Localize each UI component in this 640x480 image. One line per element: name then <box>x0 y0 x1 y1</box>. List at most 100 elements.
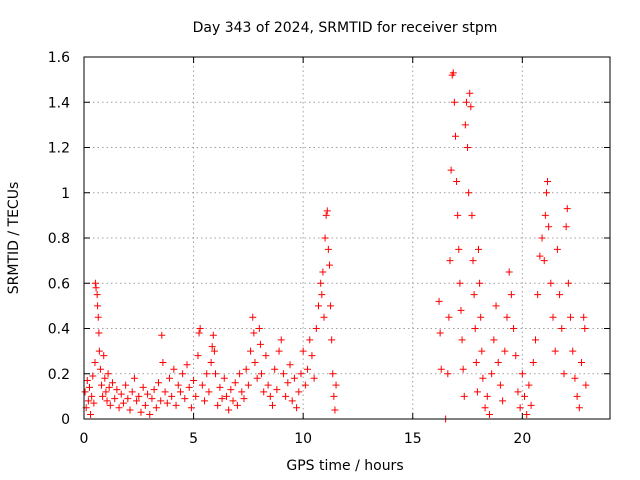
data-point <box>275 347 283 355</box>
data-point <box>83 377 91 385</box>
data-point <box>146 410 154 418</box>
grid-lines <box>84 57 610 419</box>
data-point <box>264 381 272 389</box>
data-point <box>288 397 296 405</box>
data-point <box>231 379 239 387</box>
data-point <box>525 381 533 389</box>
x-axis-label: GPS time / hours <box>286 458 403 474</box>
data-point <box>195 329 203 337</box>
data-point <box>501 347 509 355</box>
data-point <box>183 361 191 369</box>
data-point <box>569 347 577 355</box>
data-point <box>256 340 264 348</box>
data-point <box>306 336 314 344</box>
data-point <box>106 401 114 409</box>
data-point <box>458 336 466 344</box>
data-point <box>542 189 550 197</box>
data-point <box>455 245 463 253</box>
data-point <box>148 395 156 403</box>
data-point <box>328 336 336 344</box>
data-point <box>567 313 575 321</box>
data-point <box>562 223 570 231</box>
data-point <box>185 383 193 391</box>
data-point <box>563 205 571 213</box>
data-point <box>581 325 589 332</box>
data-point <box>258 370 266 378</box>
data-point <box>449 69 457 77</box>
data-point <box>179 370 187 378</box>
data-point <box>467 103 475 111</box>
data-point <box>545 223 553 231</box>
data-point <box>105 383 113 391</box>
data-point <box>329 370 337 378</box>
data-point <box>196 325 204 332</box>
data-point <box>445 313 453 321</box>
data-point <box>192 392 200 400</box>
data-point <box>494 358 502 366</box>
data-point <box>465 189 473 197</box>
data-point <box>150 386 158 394</box>
data-point <box>91 358 99 366</box>
data-point <box>216 383 224 391</box>
data-point <box>208 343 216 351</box>
data-point <box>475 245 482 253</box>
y-tick-label: 1 <box>61 186 70 202</box>
data-point <box>297 370 305 378</box>
data-point <box>165 374 173 382</box>
data-point <box>315 302 323 310</box>
data-point <box>152 404 160 412</box>
data-point <box>163 399 171 407</box>
data-point <box>457 306 465 314</box>
data-point <box>220 374 228 382</box>
y-tick-label: 0.6 <box>48 276 70 292</box>
data-point <box>222 392 230 400</box>
data-point <box>436 329 444 337</box>
y-axis-label: SRMTID / TECUs <box>6 182 22 295</box>
data-point <box>128 388 136 396</box>
data-point <box>190 377 198 385</box>
y-tick-label: 1.4 <box>48 95 70 111</box>
data-point <box>453 177 461 185</box>
data-point <box>512 352 520 360</box>
data-point <box>249 313 257 321</box>
data-point <box>155 379 163 387</box>
x-tick-label: 10 <box>294 431 312 447</box>
data-point <box>244 381 252 389</box>
data-point <box>454 211 462 219</box>
data-point <box>447 166 455 174</box>
data-point <box>318 291 326 299</box>
data-point <box>203 370 211 378</box>
data-point <box>536 252 544 260</box>
data-point <box>446 257 454 265</box>
data-point <box>312 325 320 332</box>
data-point <box>108 379 116 387</box>
y-tick-label: 0.4 <box>48 322 70 338</box>
data-point <box>89 372 97 380</box>
data-point <box>437 365 445 373</box>
data-point <box>327 302 335 310</box>
data-point <box>96 365 104 373</box>
data-point <box>99 392 107 400</box>
data-point <box>201 397 209 405</box>
y-tick-label: 1.6 <box>48 50 70 66</box>
data-point <box>279 370 287 378</box>
data-point <box>573 392 581 400</box>
data-point <box>93 291 101 299</box>
data-point <box>122 381 130 389</box>
data-point <box>115 404 123 412</box>
data-point <box>299 347 307 355</box>
data-point <box>207 358 215 366</box>
data-point <box>540 257 548 265</box>
data-point <box>451 132 459 140</box>
data-point <box>319 268 327 276</box>
data-point <box>260 388 268 396</box>
data-point <box>471 325 479 332</box>
data-point <box>320 313 328 321</box>
data-point <box>538 234 546 242</box>
data-point <box>560 370 568 378</box>
y-tick-label: 0.8 <box>48 231 70 247</box>
data-point <box>488 370 496 378</box>
data-point <box>172 401 180 409</box>
data-point <box>255 325 263 332</box>
data-point <box>94 313 102 321</box>
